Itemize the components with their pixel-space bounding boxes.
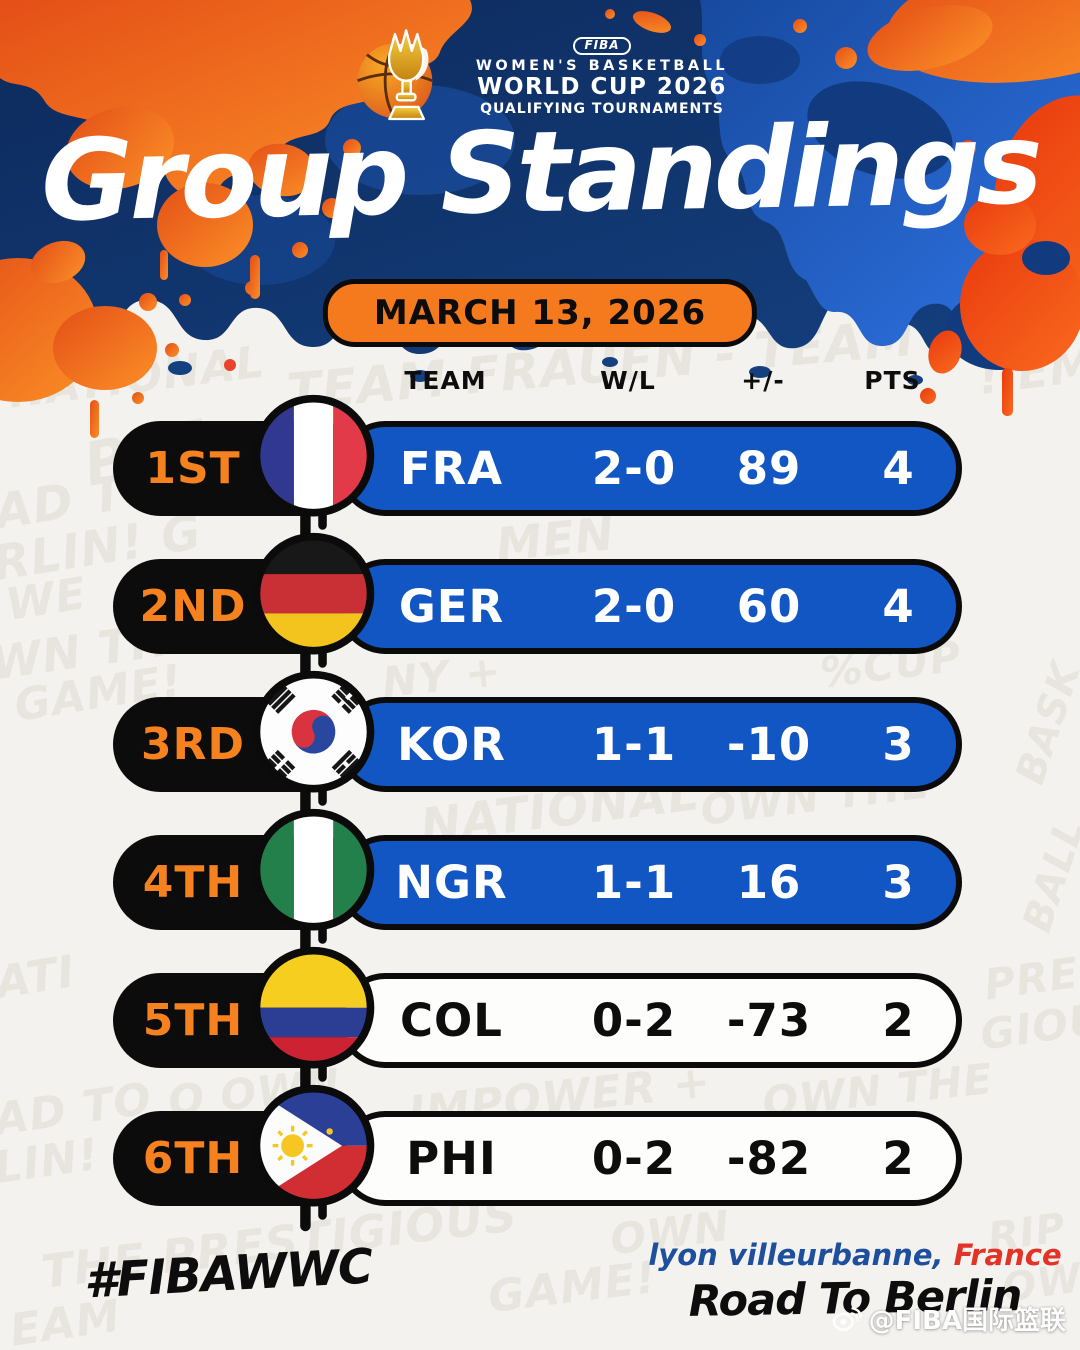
points: 4 [882, 442, 915, 495]
rank-label: 2ND [139, 581, 247, 632]
point-diff: -73 [726, 994, 812, 1047]
table-row: 3RD KOR 1-1 -10 3 [0, 670, 1080, 818]
page-title: Group Standings [40, 99, 1040, 247]
rank-label: 5TH [142, 995, 244, 1046]
team-stats-pill: PHI 0-2 -82 2 [338, 1111, 962, 1206]
rank-label: 6TH [142, 1133, 244, 1184]
weibo-watermark-text: @FIBA国际篮联 [868, 1306, 1066, 1336]
column-header-pts: PTS [864, 365, 921, 395]
rank-label: 4TH [142, 857, 244, 908]
win-loss: 2-0 [591, 580, 677, 633]
team-code: NGR [395, 856, 508, 909]
location-country: France [953, 1238, 1062, 1272]
points: 2 [882, 994, 915, 1047]
south-korea-flag-icon [247, 665, 380, 825]
team-code: GER [398, 580, 505, 633]
points: 3 [882, 718, 915, 771]
column-header-team: TEAM [404, 365, 487, 395]
team-stats-pill: GER 2-0 60 4 [338, 559, 962, 654]
table-row: 1ST FRA 2-0 89 4 [0, 394, 1080, 542]
rank-label: 3RD [140, 719, 246, 770]
colombia-flag-icon [247, 941, 380, 1101]
weibo-icon [832, 1306, 862, 1331]
logo-line-world-cup: WORLD CUP 2026 [477, 74, 727, 101]
point-diff: 16 [736, 856, 802, 909]
logo-line-qualifying: QUALIFYING TOURNAMENTS [480, 100, 724, 117]
point-diff: -10 [726, 718, 812, 771]
rank-label: 1ST [145, 443, 241, 494]
points: 3 [882, 856, 915, 909]
column-header-plusminus: +/- [741, 365, 785, 395]
weibo-watermark: @FIBA国际篮联 [832, 1300, 1066, 1337]
france-flag-icon [247, 389, 380, 549]
orange-splat-left [0, 240, 179, 438]
column-header-wl: W/L [600, 365, 656, 395]
team-stats-pill: FRA 2-0 89 4 [338, 421, 962, 516]
team-code: COL [400, 994, 503, 1047]
basketball-trophy-icon [356, 29, 433, 121]
event-location-block: lyon villeurbanne, France Road To Berlin [630, 1238, 1080, 1327]
team-code: PHI [406, 1132, 497, 1185]
team-code: FRA [399, 442, 504, 495]
nigeria-flag-icon [247, 803, 380, 963]
team-stats-pill: KOR 1-1 -10 3 [338, 697, 962, 792]
win-loss: 1-1 [591, 718, 677, 771]
team-stats-pill: COL 0-2 -73 2 [338, 973, 962, 1068]
table-row: 4TH NGR 1-1 16 3 [0, 808, 1080, 956]
win-loss: 0-2 [591, 1132, 677, 1185]
table-column-headers: TEAM W/L +/- PTS [338, 364, 962, 396]
win-loss: 1-1 [591, 856, 677, 909]
win-loss: 2-0 [591, 442, 677, 495]
point-diff: 89 [736, 442, 802, 495]
points: 2 [882, 1132, 915, 1185]
win-loss: 0-2 [591, 994, 677, 1047]
paint-splatter-banner [0, 0, 1080, 438]
germany-flag-icon [247, 527, 380, 687]
table-row: 2ND GER 2-0 60 4 [0, 532, 1080, 680]
orange-splat-top-right [605, 0, 1080, 83]
philippines-flag-icon [247, 1079, 380, 1239]
logo-line-womens-basketball: WOMEN'S BASKETBALL [475, 57, 729, 74]
team-stats-pill: NGR 1-1 16 3 [338, 835, 962, 930]
orange-splat-top-left [0, 0, 472, 306]
date-badge: MARCH 13, 2026 [322, 279, 758, 347]
fiba-event-logo: FIBA WOMEN'S BASKETBALL WORLD CUP 2026 Q… [0, 24, 1080, 130]
team-code: KOR [397, 718, 506, 771]
point-diff: -82 [726, 1132, 812, 1185]
table-row: 6TH PHI 0-2 -82 2 [0, 1084, 1080, 1232]
points: 4 [882, 580, 915, 633]
location-city: lyon villeurbanne, [648, 1238, 944, 1272]
table-row: 5TH COL 0-2 -73 2 [0, 946, 1080, 1094]
fiba-logo: FIBA [573, 37, 631, 55]
point-diff: 60 [736, 580, 802, 633]
